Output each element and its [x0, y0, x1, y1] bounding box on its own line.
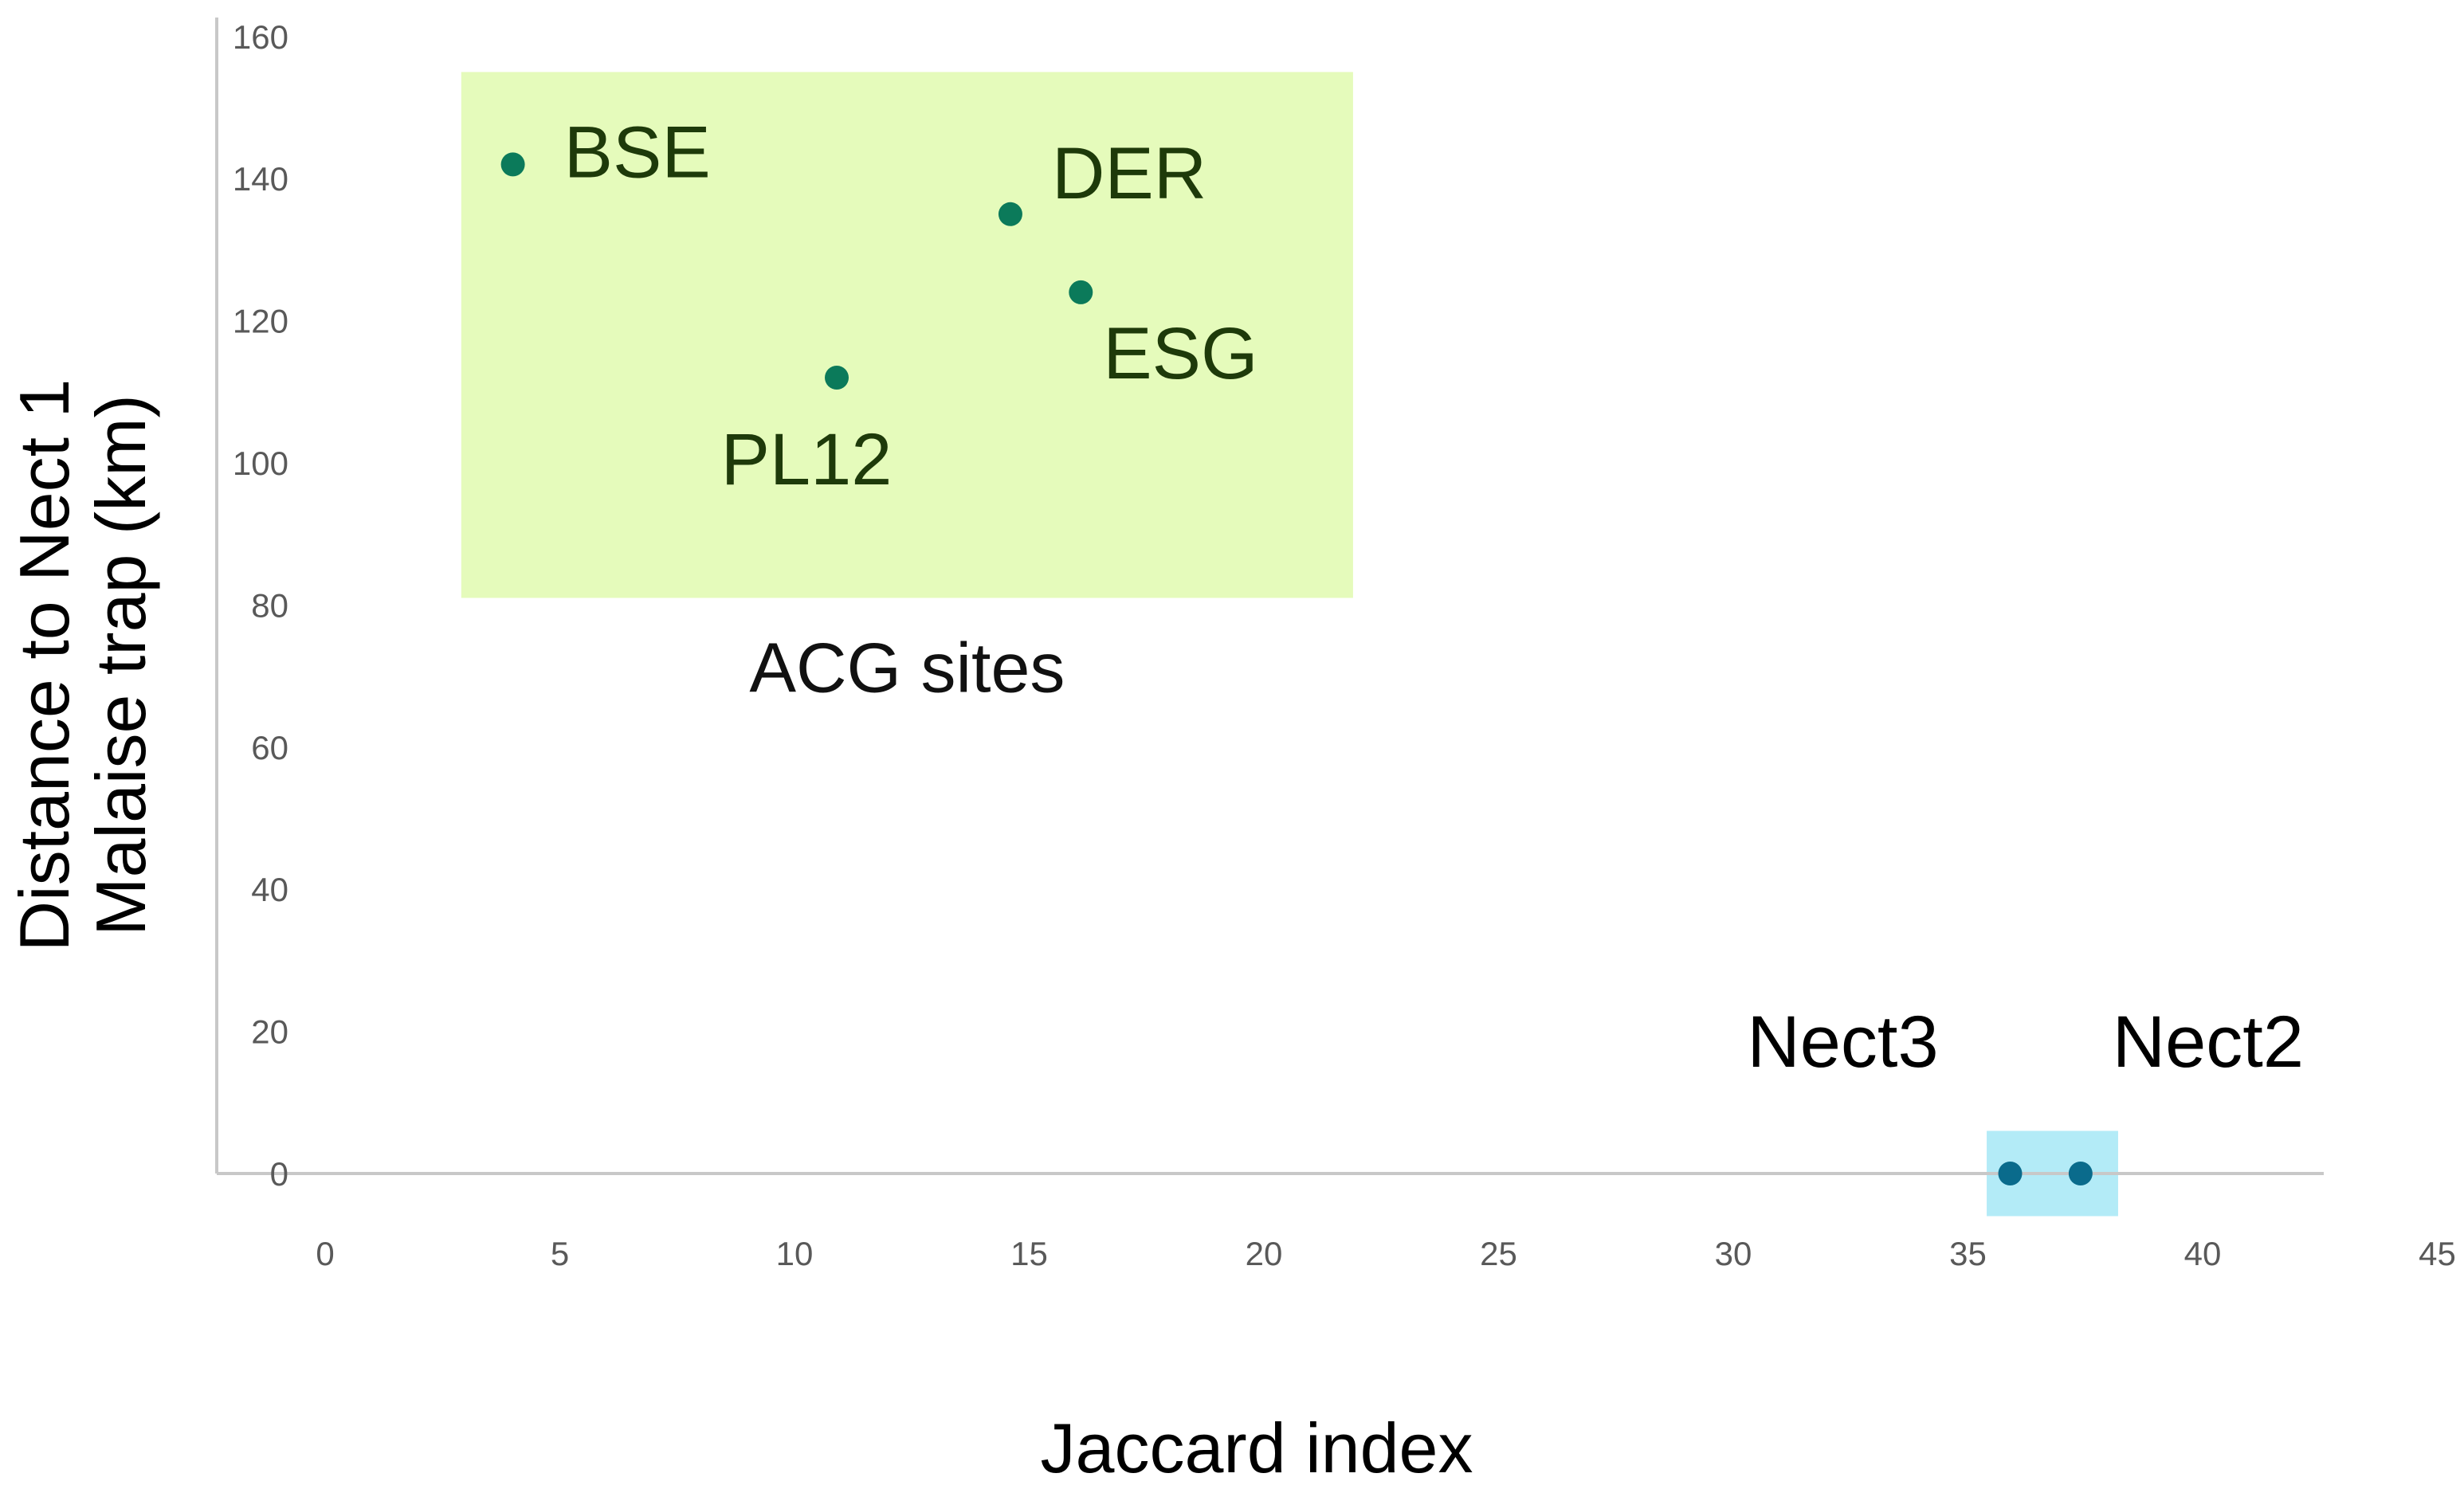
x-tick-20: 20	[1246, 1235, 1283, 1272]
x-tick-35: 35	[1949, 1235, 1987, 1272]
point-labels: BSE DER ESG PL12 Nect3 Nect2	[564, 112, 2304, 1083]
point-bse	[500, 152, 525, 177]
data-points	[500, 152, 2093, 1185]
y-tick-140: 140	[233, 160, 288, 198]
y-tick-100: 100	[233, 445, 288, 482]
y-axis-title-line-2: Malaise trap (km)	[81, 394, 160, 936]
x-axis-title: Jaccard index	[1041, 1409, 1473, 1487]
y-tick-labels: 0 20 40 60 80 100 120 140 160	[233, 18, 288, 1193]
y-tick-160: 160	[233, 18, 288, 56]
y-tick-120: 120	[233, 303, 288, 340]
x-tick-40: 40	[2184, 1235, 2222, 1272]
x-tick-10: 10	[776, 1235, 814, 1272]
x-tick-45: 45	[2419, 1235, 2456, 1272]
y-tick-80: 80	[251, 586, 288, 624]
x-tick-0: 0	[316, 1235, 334, 1272]
x-tick-15: 15	[1010, 1235, 1048, 1272]
point-label-der: DER	[1052, 133, 1206, 214]
group-box-1	[461, 72, 1353, 598]
x-tick-30: 30	[1715, 1235, 1752, 1272]
point-label-esg: ESG	[1103, 313, 1258, 394]
point-label-bse: BSE	[564, 112, 711, 193]
group-label-1: ACG sites	[749, 628, 1065, 707]
y-tick-0: 0	[270, 1155, 288, 1193]
point-label-nect2: Nect2	[2113, 1001, 2304, 1083]
point-label-nect3: Nect3	[1747, 1001, 1938, 1083]
point-nect3	[1998, 1162, 2023, 1185]
y-axis-title-line-1: Distance to Nect 1	[5, 379, 84, 952]
y-tick-40: 40	[251, 871, 288, 908]
point-esg	[1069, 280, 1093, 304]
y-tick-20: 20	[251, 1013, 288, 1051]
x-tick-labels: 0 5 10 15 20 25 30 35 40 45	[316, 1235, 2456, 1272]
point-pl12	[825, 365, 849, 390]
group-boxes: ACG sites	[461, 72, 2118, 1217]
point-der	[998, 202, 1022, 226]
x-tick-25: 25	[1480, 1235, 1517, 1272]
y-tick-60: 60	[251, 729, 288, 766]
point-nect2	[2068, 1162, 2093, 1185]
x-tick-5: 5	[551, 1235, 569, 1272]
point-label-pl12: PL12	[721, 419, 893, 500]
